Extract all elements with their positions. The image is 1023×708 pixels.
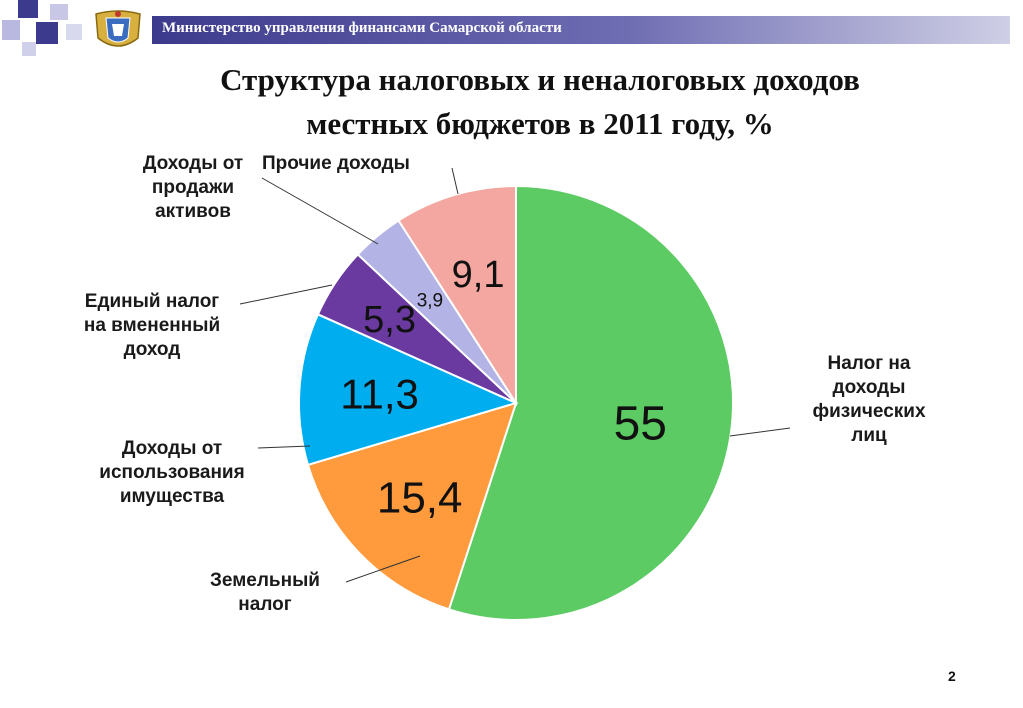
label-personal-income-tax: Налог на доходы физических лиц <box>812 353 926 446</box>
data-label-asset-sales-income: 3,9 <box>417 290 443 311</box>
data-label-property-income: 11,3 <box>340 371 419 418</box>
data-label-imputed-income-tax: 5,3 <box>363 299 416 341</box>
label-asset-sales-income: Доходы от продажи активов <box>142 153 244 222</box>
leader-line-asset-sales-income <box>261 177 379 245</box>
leader-line-imputed-income-tax <box>239 284 333 305</box>
leader-line-personal-income-tax <box>729 427 791 437</box>
page-title-line-2: местных бюджетов в 2011 году, % <box>306 106 774 141</box>
pie-slice-other-income <box>397 184 517 407</box>
data-label-other-income: 9,1 <box>452 254 505 296</box>
leader-line-property-income <box>257 445 311 449</box>
leader-line-other-income <box>451 167 459 195</box>
data-label-personal-income-tax: 55 <box>614 397 667 450</box>
leader-line-land-tax <box>345 555 421 583</box>
label-imputed-income-tax: Единый налог на вмененный доход <box>83 291 221 360</box>
ministry-name: Министерство управления финансами Самарс… <box>162 20 562 36</box>
label-other-income: Прочие доходы <box>262 153 410 174</box>
header-bar: Министерство управления финансами Самарс… <box>152 16 1010 44</box>
pie-slice-property-income <box>298 313 519 467</box>
page-title: Структура налоговых и неналоговых доходо… <box>60 58 1020 146</box>
pie-slice-personal-income-tax <box>447 184 734 621</box>
data-label-land-tax: 15,4 <box>377 473 463 522</box>
page-title-line-1: Структура налоговых и неналоговых доходо… <box>220 62 860 97</box>
pie-slice-land-tax <box>306 401 518 611</box>
page-number: 2 <box>948 668 956 684</box>
coat-of-arms-emblem <box>95 10 141 47</box>
corner-decoration <box>0 0 90 60</box>
label-property-income: Доходы от использования имущества <box>99 438 245 507</box>
label-land-tax: Земельный налог <box>210 570 320 615</box>
